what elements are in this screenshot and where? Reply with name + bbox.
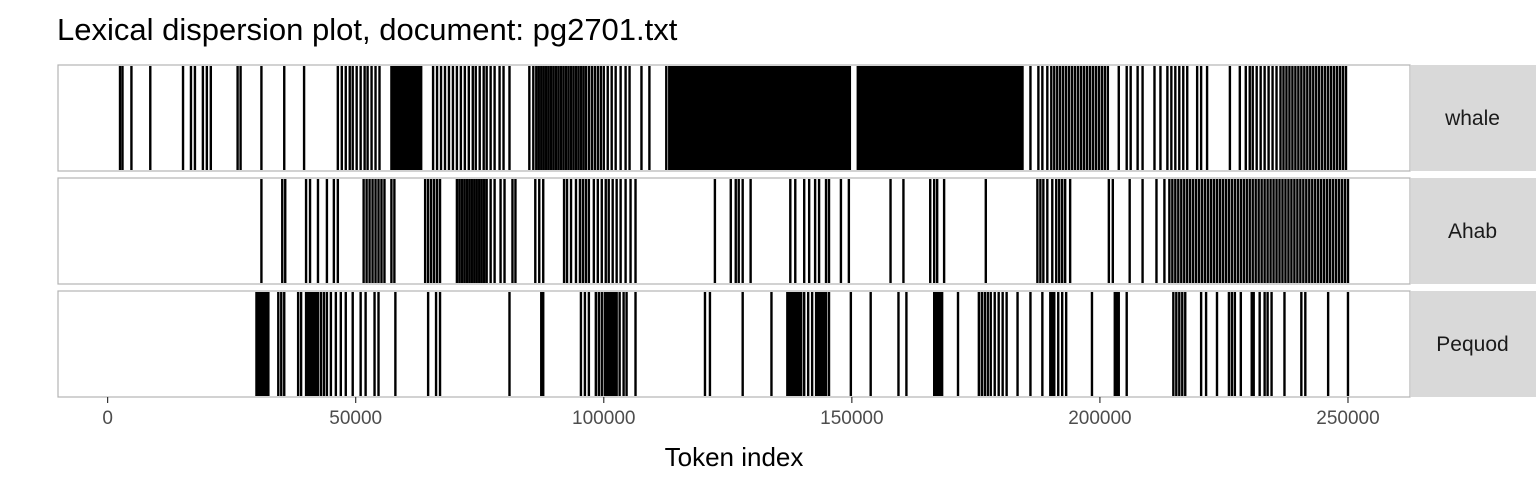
x-tick-label: 100000 [572, 408, 635, 429]
facet-label: whale [1444, 107, 1500, 130]
facet-strip [1411, 291, 1536, 397]
x-tick-label: 250000 [1316, 408, 1379, 429]
facet-label: Ahab [1448, 220, 1497, 243]
panel-whale: whale [57, 64, 1536, 172]
facet-label: Pequod [1436, 333, 1508, 356]
facet-strip [1411, 65, 1536, 171]
x-tick-label: 200000 [1068, 408, 1131, 429]
facet-strip [1411, 178, 1536, 284]
panel-ahab: Ahab [57, 177, 1536, 285]
facet-panels: whale Ahab Pequod [57, 64, 1536, 398]
x-axis: 0 50000 100000 150000 200000 250000 [102, 397, 1380, 429]
panel-pequod: Pequod [57, 290, 1536, 398]
x-tick-label: 50000 [329, 408, 382, 429]
x-tick-label: 150000 [820, 408, 883, 429]
x-tick-label: 0 [102, 408, 113, 429]
chart-title: Lexical dispersion plot, document: pg270… [57, 12, 678, 47]
x-axis-title: Token index [665, 442, 804, 472]
